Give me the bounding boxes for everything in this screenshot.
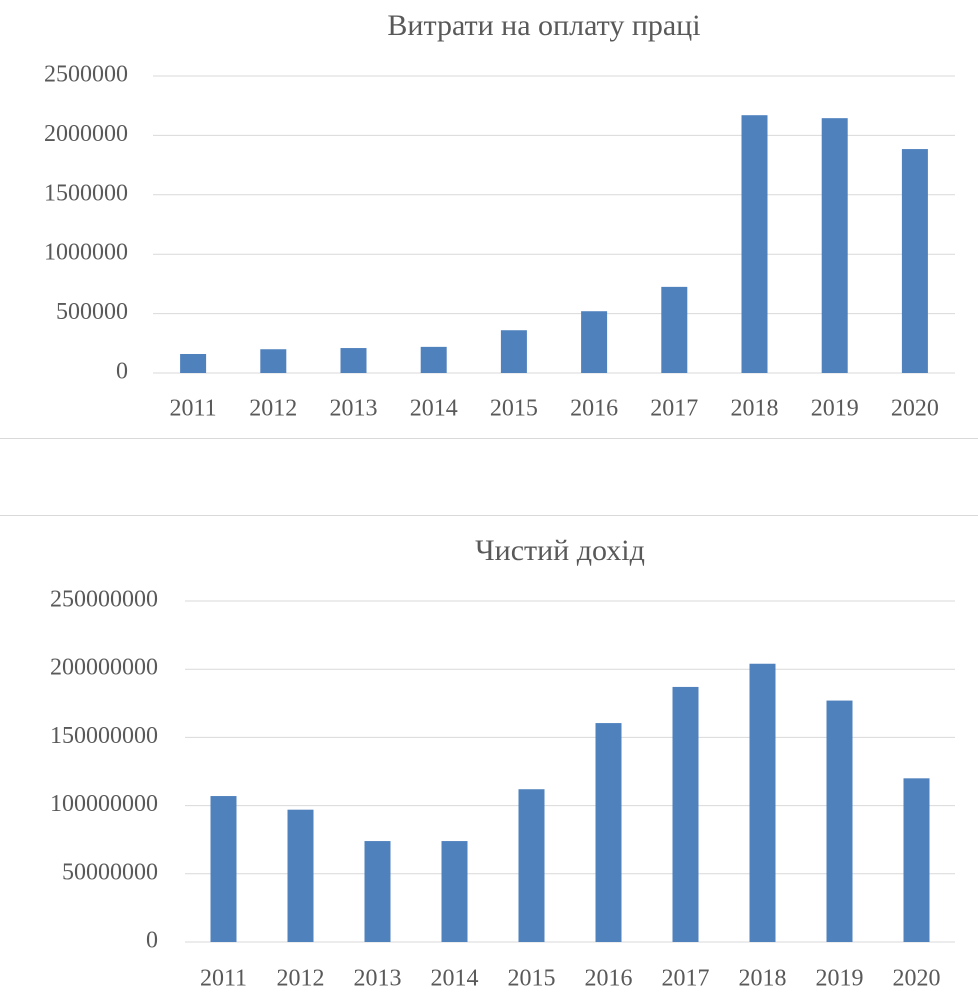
x-tick-label: 2017 <box>650 396 698 422</box>
y-tick-label: 200000000 <box>50 655 158 681</box>
x-tick-label: 2015 <box>490 396 538 422</box>
y-tick-label: 2000000 <box>44 121 128 147</box>
bar <box>441 841 468 942</box>
y-tick-label: 2500000 <box>44 62 128 88</box>
x-tick-label: 2013 <box>354 966 402 992</box>
chart-title: Витрати на оплату праці <box>387 9 700 42</box>
bar <box>741 115 768 373</box>
y-tick-label: 150000000 <box>50 723 158 749</box>
bar <box>749 663 776 942</box>
x-tick-label: 2020 <box>893 966 941 992</box>
x-tick-label: 2016 <box>585 966 633 992</box>
bar <box>364 841 391 942</box>
chart-title: Чистий дохід <box>475 534 645 567</box>
y-tick-label: 1500000 <box>44 180 128 206</box>
x-tick-label: 2013 <box>330 396 378 422</box>
bar <box>595 723 622 942</box>
x-tick-label: 2018 <box>739 966 787 992</box>
bar <box>260 349 287 373</box>
x-tick-label: 2012 <box>249 396 297 422</box>
y-tick-label: 0 <box>116 359 128 385</box>
bar <box>581 311 608 373</box>
bar <box>210 796 237 942</box>
y-tick-label: 50000000 <box>62 859 158 885</box>
y-tick-label: 250000000 <box>50 587 158 613</box>
bar <box>826 700 853 942</box>
bar <box>903 778 930 942</box>
x-tick-label: 2020 <box>891 396 939 422</box>
y-tick-label: 1000000 <box>44 240 128 266</box>
x-tick-label: 2011 <box>170 396 217 422</box>
bar <box>821 118 848 373</box>
x-tick-label: 2012 <box>277 966 325 992</box>
bar <box>340 348 367 373</box>
bar <box>661 286 688 373</box>
x-tick-label: 2018 <box>731 396 779 422</box>
bar <box>518 789 545 942</box>
bar <box>287 809 314 942</box>
x-tick-label: 2019 <box>811 396 859 422</box>
bar <box>672 686 699 942</box>
x-tick-label: 2011 <box>200 966 247 992</box>
x-tick-label: 2017 <box>662 966 710 992</box>
bar <box>180 353 207 373</box>
bar <box>500 330 527 373</box>
y-tick-label: 100000000 <box>50 791 158 817</box>
x-tick-label: 2014 <box>410 396 458 422</box>
x-tick-label: 2019 <box>816 966 864 992</box>
x-tick-label: 2016 <box>570 396 618 422</box>
x-tick-label: 2015 <box>508 966 556 992</box>
y-tick-label: 0 <box>146 928 158 954</box>
bar <box>901 149 928 373</box>
y-tick-label: 500000 <box>56 299 128 325</box>
bar <box>420 346 447 373</box>
x-tick-label: 2014 <box>431 966 479 992</box>
